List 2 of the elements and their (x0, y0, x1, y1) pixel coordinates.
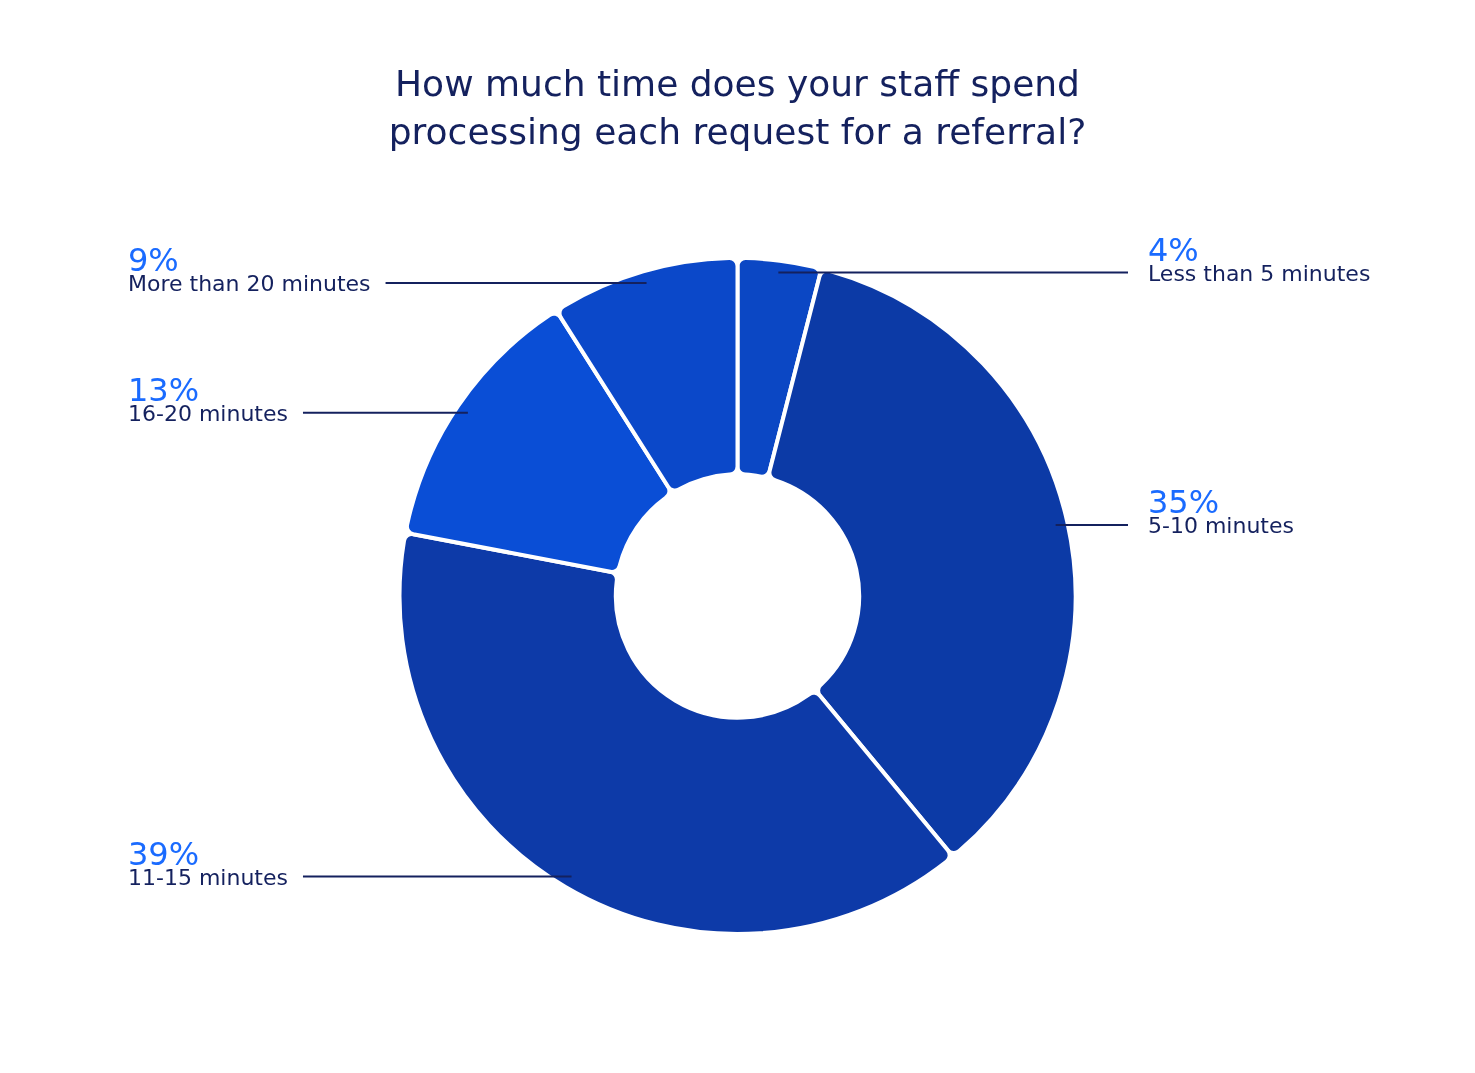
chart-title: How much time does your staff spend processing each request for a referral? (387, 62, 1088, 154)
slice-label: Less than 5 minutes (1148, 260, 1371, 286)
